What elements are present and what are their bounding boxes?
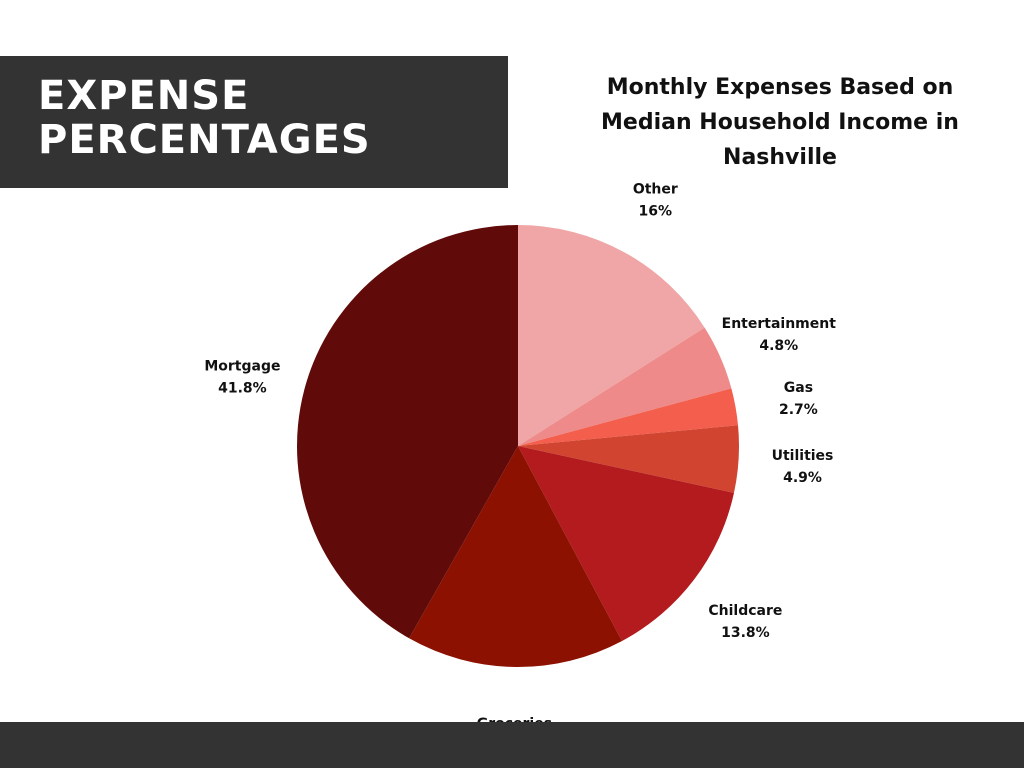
pie-slice-mortgage bbox=[297, 225, 518, 639]
slice-value-entertainment: 4.8% bbox=[759, 338, 798, 354]
header-title-line1: EXPENSE bbox=[38, 73, 250, 119]
pie-slice-childcare bbox=[518, 446, 734, 641]
header-title-line2: PERCENTAGES bbox=[38, 117, 371, 163]
header-title: EXPENSE PERCENTAGES bbox=[38, 74, 478, 162]
slice-label-other: Other bbox=[633, 181, 678, 197]
slice-label-mortgage: Mortgage bbox=[204, 358, 280, 374]
pie-slices bbox=[297, 224, 740, 668]
pie-slice-groceries bbox=[409, 446, 623, 668]
pie-slice-utilities bbox=[518, 425, 740, 493]
pie-slice-entertainment bbox=[518, 327, 732, 446]
pie-slice-other bbox=[518, 224, 705, 446]
slice-label-entertainment: Entertainment bbox=[722, 316, 837, 332]
header-banner: EXPENSE PERCENTAGES bbox=[0, 56, 508, 188]
slice-value-childcare: 13.8% bbox=[721, 625, 770, 641]
slice-label-utilities: Utilities bbox=[772, 448, 834, 464]
footer-bar bbox=[0, 722, 1024, 768]
slice-label-gas: Gas bbox=[784, 380, 813, 396]
slice-value-mortgage: 41.8% bbox=[218, 380, 267, 396]
slice-value-gas: 2.7% bbox=[779, 402, 818, 418]
chart-title: Monthly Expenses Based on Median Househo… bbox=[601, 75, 959, 170]
pie-slice-gas bbox=[518, 388, 739, 446]
slice-value-other: 16% bbox=[639, 203, 673, 219]
slice-label-childcare: Childcare bbox=[708, 603, 782, 619]
slice-value-utilities: 4.9% bbox=[783, 470, 822, 486]
